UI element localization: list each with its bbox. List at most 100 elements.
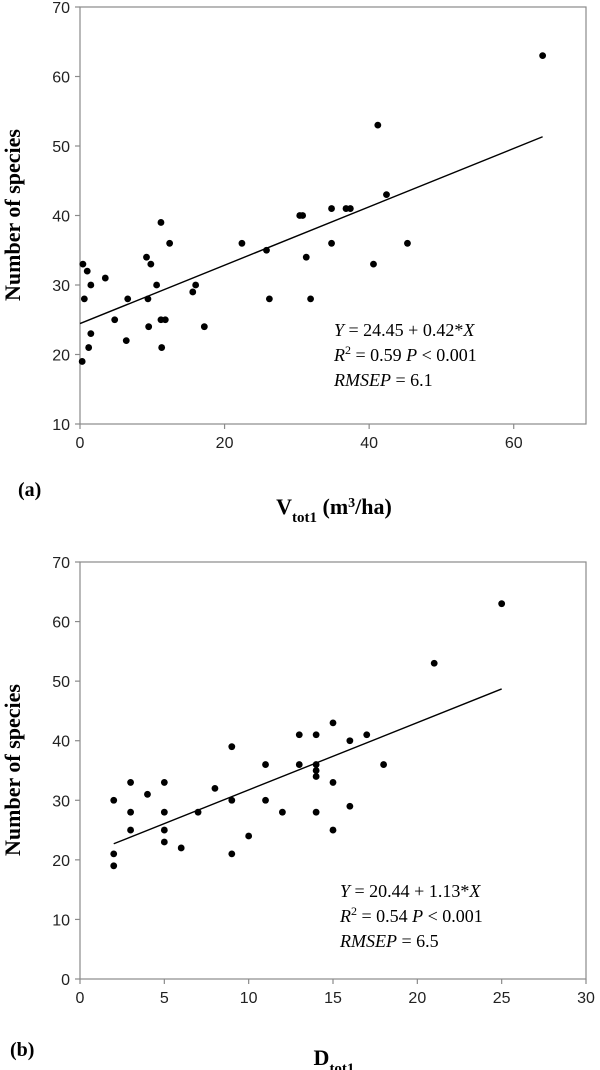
r-val-a: = 0.59 xyxy=(351,345,406,365)
data-point xyxy=(312,773,320,780)
data-point xyxy=(189,288,197,296)
regression-line-a xyxy=(79,136,543,325)
rmsep-text-b: RMSEP = 6.5 xyxy=(339,931,439,951)
data-point xyxy=(329,719,337,727)
data-point xyxy=(147,260,155,268)
x-axis-ticks-b: 0 5 10 15 20 25 30 xyxy=(76,979,595,1007)
data-point xyxy=(160,808,168,816)
x-title-base-b: D xyxy=(314,1045,330,1070)
y-tick-label: 60 xyxy=(52,70,70,87)
data-point xyxy=(302,253,310,261)
y-tick-label: 50 xyxy=(52,674,70,691)
y-axis-title-a: Number of species xyxy=(0,129,25,301)
y-axis-ticks-a: 10 20 30 40 50 60 70 xyxy=(52,0,80,434)
data-point xyxy=(329,826,337,834)
data-point xyxy=(83,267,91,275)
data-point xyxy=(374,121,382,129)
p-var-a: P xyxy=(405,345,417,365)
eq-x-var-a: X xyxy=(462,320,475,340)
data-point xyxy=(127,779,134,786)
data-point xyxy=(328,205,335,212)
y-tick-label: 30 xyxy=(52,793,70,810)
x-tick-label: 10 xyxy=(240,990,258,1007)
data-point xyxy=(279,808,286,816)
scatter-plot-b: 0 10 20 30 40 50 60 70 0 5 10 15 20 25 30 Y = 20.44 +… xyxy=(0,555,595,1070)
x-tick-label: 20 xyxy=(408,990,426,1007)
y-tick-label: 40 xyxy=(52,734,70,751)
equation-text-b: Y = 20.44 + 1.13*X xyxy=(340,881,481,901)
p-val-b: < 0.001 xyxy=(423,906,483,926)
data-point xyxy=(111,316,119,324)
data-point xyxy=(383,191,390,199)
data-point xyxy=(160,779,168,786)
data-point xyxy=(157,219,165,226)
x-tick-label: 0 xyxy=(76,435,85,452)
y-tick-label: 20 xyxy=(52,853,70,870)
data-point xyxy=(79,260,87,268)
data-point xyxy=(127,808,134,816)
data-point xyxy=(110,850,118,858)
panel-label-b: (b) xyxy=(10,1039,34,1061)
data-point xyxy=(127,826,134,834)
data-point xyxy=(498,600,506,608)
data-point xyxy=(160,838,168,846)
y-axis-ticks-b: 0 10 20 30 40 50 60 70 xyxy=(52,555,80,989)
data-point xyxy=(160,826,168,834)
data-point xyxy=(211,784,219,792)
x-tick-label: 40 xyxy=(360,435,378,452)
data-point xyxy=(145,323,153,331)
data-point xyxy=(346,205,354,212)
p-val-a: < 0.001 xyxy=(417,345,477,365)
data-point xyxy=(228,743,236,751)
y-tick-label: 70 xyxy=(52,555,70,572)
y-tick-label: 10 xyxy=(52,912,70,929)
data-point xyxy=(363,731,371,739)
data-point xyxy=(312,731,320,739)
y-tick-label: 20 xyxy=(52,348,70,365)
data-point xyxy=(87,281,95,289)
y-tick-label: 70 xyxy=(52,0,70,17)
data-point xyxy=(430,659,438,667)
y-tick-label: 10 xyxy=(52,417,70,434)
data-point xyxy=(80,295,88,303)
x-title-unit-a: (m xyxy=(317,494,348,519)
x-axis-ticks-a: 0 20 40 60 xyxy=(76,424,523,452)
data-point xyxy=(307,295,314,303)
rmsep-text-a: RMSEP = 6.1 xyxy=(333,370,433,390)
data-point xyxy=(177,844,185,852)
data-point xyxy=(312,808,320,816)
rmsep-val-a: = 6.1 xyxy=(391,370,433,390)
x-tick-label: 5 xyxy=(160,990,169,1007)
data-point xyxy=(166,239,174,247)
r-var-a: R xyxy=(333,345,345,365)
data-point xyxy=(124,295,132,303)
equation-text-a: Y = 24.45 + 0.42*X xyxy=(334,320,475,340)
data-point xyxy=(370,260,377,268)
panel-label-a: (a) xyxy=(18,479,41,501)
data-point xyxy=(238,239,246,247)
data-point xyxy=(346,802,354,810)
data-point xyxy=(380,761,387,768)
data-point xyxy=(228,796,236,804)
r2-text-b: R2 = 0.54 P < 0.001 xyxy=(339,904,483,926)
regression-line-b xyxy=(113,688,502,845)
scatter-plot-a: 10 20 30 40 50 60 70 0 20 40 60 Y = 24.45 + 0.42*… xyxy=(0,0,587,526)
data-point xyxy=(153,281,161,289)
data-point xyxy=(161,316,169,324)
x-tick-label: 25 xyxy=(493,990,511,1007)
r-sup-b: 2 xyxy=(351,904,357,918)
data-point xyxy=(295,761,303,768)
y-tick-label: 30 xyxy=(52,278,70,295)
eq-body-b: = 20.44 + 1.13* xyxy=(350,881,469,901)
x-tick-label: 0 xyxy=(76,990,85,1007)
scatter-panel-b: 0 10 20 30 40 50 60 70 0 5 10 15 20 25 30 Y = 20.44 +… xyxy=(0,535,600,1070)
data-point xyxy=(539,52,547,60)
data-point xyxy=(101,274,109,282)
y-tick-label: 40 xyxy=(52,209,70,226)
eq-y-var-b: Y xyxy=(340,881,352,901)
data-point xyxy=(328,239,335,247)
data-point xyxy=(228,850,236,858)
r2-text-a: R2 = 0.59 P < 0.001 xyxy=(333,343,477,365)
data-point xyxy=(192,281,200,289)
y-tick-label: 50 xyxy=(52,139,70,156)
